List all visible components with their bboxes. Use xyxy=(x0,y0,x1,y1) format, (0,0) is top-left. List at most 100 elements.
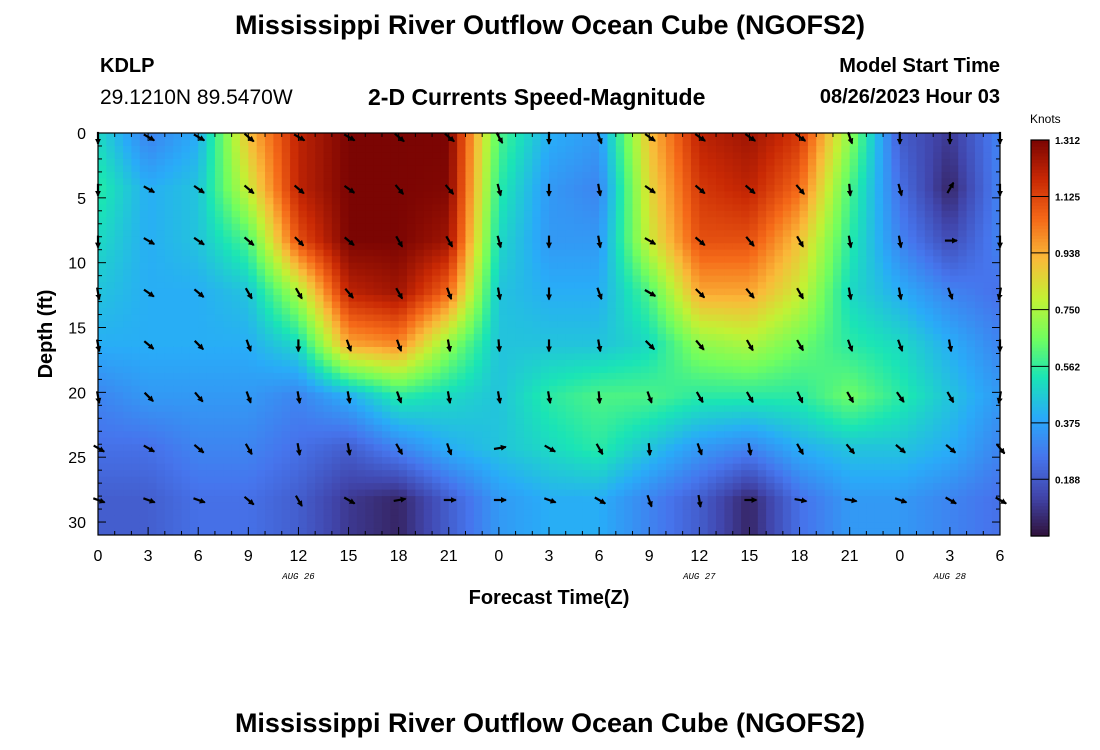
heatmap-cell xyxy=(615,301,625,309)
heatmap-cell xyxy=(674,346,684,355)
heatmap-cell xyxy=(682,236,692,244)
heatmap-cell xyxy=(807,217,817,225)
heatmap-cell xyxy=(164,230,174,238)
heatmap-cell xyxy=(816,398,826,406)
heatmap-cell xyxy=(782,424,792,432)
heatmap-cell xyxy=(498,424,508,432)
heatmap-cell xyxy=(924,411,934,419)
heatmap-cell xyxy=(139,398,149,406)
heatmap-cell xyxy=(348,372,358,380)
heatmap-cell xyxy=(607,230,617,238)
heatmap-cell xyxy=(173,327,183,335)
heatmap-cell xyxy=(106,230,116,238)
heatmap-cell xyxy=(189,223,199,231)
heatmap-cell xyxy=(198,314,208,322)
heatmap-cell xyxy=(340,152,350,160)
heatmap-cell xyxy=(908,230,918,238)
heatmap-cell xyxy=(699,424,709,432)
heatmap-cell xyxy=(858,327,867,335)
heatmap-cell xyxy=(331,139,341,147)
heatmap-cell xyxy=(415,256,425,264)
heatmap-cell xyxy=(891,398,901,406)
heatmap-cell xyxy=(799,191,809,199)
heatmap-cell xyxy=(290,158,300,167)
heatmap-cell xyxy=(632,366,642,374)
heatmap-cell xyxy=(632,152,642,160)
heatmap-cell xyxy=(807,405,817,413)
heatmap-cell xyxy=(858,243,867,251)
heatmap-cell xyxy=(782,282,792,290)
heatmap-cell xyxy=(716,385,725,393)
heatmap-cell xyxy=(916,165,926,173)
heatmap-cell xyxy=(498,184,508,192)
heatmap-cell xyxy=(640,424,650,432)
heatmap-cell xyxy=(883,379,893,387)
heatmap-cell xyxy=(866,327,876,335)
heatmap-cell xyxy=(281,236,291,244)
heatmap-cell xyxy=(757,204,767,212)
heatmap-cell xyxy=(457,165,467,173)
heatmap-cell xyxy=(799,398,809,406)
heatmap-cell xyxy=(933,256,943,264)
heatmap-cell xyxy=(590,204,600,212)
heatmap-cell xyxy=(557,249,567,257)
heatmap-cell xyxy=(891,314,901,322)
heatmap-cell xyxy=(590,223,600,231)
heatmap-cell xyxy=(690,145,700,154)
heatmap-cell xyxy=(290,243,300,251)
heatmap-cell xyxy=(123,230,133,238)
heatmap-cell xyxy=(223,210,233,218)
heatmap-cell xyxy=(749,418,759,426)
heatmap-cell xyxy=(816,210,826,218)
heatmap-cell xyxy=(248,366,258,374)
heatmap-cell xyxy=(156,262,166,270)
heatmap-cell xyxy=(849,256,859,264)
heatmap-cell xyxy=(114,385,124,393)
heatmap-cell xyxy=(373,295,383,303)
heatmap-cell xyxy=(306,178,316,186)
heatmap-cell xyxy=(924,210,934,218)
heatmap-cell xyxy=(457,133,467,141)
heatmap-cell xyxy=(949,275,959,283)
heatmap-cell xyxy=(532,398,542,406)
heatmap-cell xyxy=(607,204,617,212)
heatmap-cell xyxy=(390,184,400,192)
heatmap-cell xyxy=(757,424,767,432)
heatmap-cell xyxy=(540,133,550,141)
heatmap-cell xyxy=(440,308,450,316)
heatmap-cell xyxy=(181,295,191,303)
heatmap-cell xyxy=(816,295,826,303)
heatmap-cell xyxy=(991,327,1000,335)
heatmap-cell xyxy=(214,217,224,225)
heatmap-cell xyxy=(365,256,375,264)
heatmap-cell xyxy=(540,178,550,186)
heatmap-cell xyxy=(473,288,483,296)
heatmap-cell xyxy=(306,340,316,348)
heatmap-cell xyxy=(256,184,266,192)
heatmap-cell xyxy=(523,321,533,329)
heatmap-cell xyxy=(858,398,867,406)
heatmap-cell xyxy=(858,340,867,348)
heatmap-cell xyxy=(139,204,149,212)
heatmap-cell xyxy=(365,353,375,361)
heatmap-cell xyxy=(381,366,391,374)
heatmap-cell xyxy=(665,178,675,186)
heatmap-cell xyxy=(966,171,976,179)
heatmap-cell xyxy=(983,424,993,432)
heatmap-cell xyxy=(440,340,450,348)
heatmap-cell xyxy=(139,158,149,167)
heatmap-cell xyxy=(966,340,976,348)
heatmap-cell xyxy=(181,411,191,419)
heatmap-cell xyxy=(883,133,893,141)
heatmap-cell xyxy=(373,262,383,270)
heatmap-cell xyxy=(356,392,366,400)
heatmap-cell xyxy=(473,334,483,342)
heatmap-cell xyxy=(883,359,893,368)
heatmap-cell xyxy=(832,171,842,179)
heatmap-cell xyxy=(941,139,951,147)
heatmap-cell xyxy=(273,431,283,439)
heatmap-cell xyxy=(941,334,951,342)
heatmap-cell xyxy=(824,398,834,406)
heatmap-cell xyxy=(657,152,667,160)
heatmap-cell xyxy=(356,171,366,179)
